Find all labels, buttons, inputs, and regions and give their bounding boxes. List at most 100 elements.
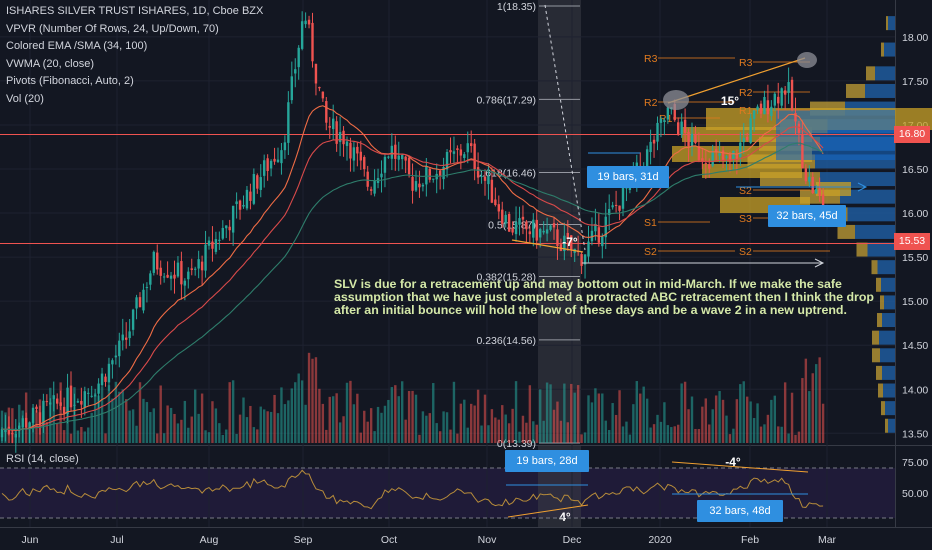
candle-body	[159, 267, 162, 276]
volume-bar	[511, 408, 514, 443]
volume-bar	[231, 380, 235, 443]
annotation-text[interactable]: SLV is due for a retracement up and may …	[334, 277, 875, 317]
volume-bar	[66, 409, 69, 443]
candle-body	[121, 334, 124, 341]
candle-body	[231, 205, 235, 233]
bars-range-box-1[interactable]: 19 bars, 31d	[587, 166, 669, 188]
volume-bar	[539, 389, 542, 443]
candle-body	[611, 205, 614, 208]
vpvr-row	[879, 330, 895, 345]
legend-volume[interactable]: Vol (20)	[6, 92, 44, 105]
volume-bar	[532, 421, 535, 443]
vwma-line	[1, 105, 824, 431]
legend-vwma[interactable]: VWMA (20, close)	[6, 57, 95, 70]
volume-bar	[483, 394, 487, 443]
volume-bar	[24, 392, 28, 443]
bars-range-box-3[interactable]: 19 bars, 28d	[505, 450, 589, 472]
candle-body	[494, 199, 497, 205]
volume-bar	[449, 429, 452, 443]
x-tick-label: Oct	[381, 534, 397, 546]
candle-body	[287, 102, 290, 143]
candle-body	[35, 406, 38, 410]
volume-bar	[425, 415, 428, 443]
volume-bar	[407, 391, 411, 443]
volume-bar	[93, 393, 97, 443]
volume-bar	[156, 433, 159, 443]
vpvr-row	[888, 16, 895, 31]
candle-body	[425, 166, 428, 185]
volume-bar	[252, 427, 256, 443]
volume-bar	[749, 401, 752, 443]
rsi-legend[interactable]: RSI (14, close)	[6, 453, 79, 465]
volume-bar	[701, 406, 704, 443]
candle-body	[721, 150, 725, 161]
candle-body	[490, 179, 494, 203]
candle-body	[525, 221, 528, 230]
vpvr-row	[888, 418, 895, 433]
volume-bar	[83, 431, 86, 443]
legend-pivots[interactable]: Pivots (Fibonacci, Auto, 2)	[6, 75, 134, 87]
volume-bar	[131, 409, 135, 443]
volume-bar	[659, 421, 663, 443]
candle-body	[45, 401, 49, 403]
candle-body	[597, 227, 601, 243]
volume-bar	[125, 399, 128, 443]
candle-body	[445, 151, 449, 170]
candle-body	[242, 204, 245, 207]
volume-bar	[714, 395, 718, 443]
volume-bar	[459, 403, 463, 443]
volume-bar	[739, 384, 742, 443]
candle-body	[356, 146, 359, 154]
y-tick-label: 15.00	[902, 296, 928, 308]
highlight-ellipse-2	[797, 52, 817, 68]
candle-body	[342, 130, 345, 145]
volume-bar	[708, 424, 711, 443]
volume-bar	[0, 410, 4, 443]
volume-bar	[704, 398, 707, 443]
pivot-label: S3	[739, 213, 752, 225]
candle-body	[725, 156, 728, 158]
candle-body	[169, 275, 173, 279]
candle-body	[228, 226, 231, 231]
volume-bar	[421, 411, 425, 443]
volume-bar	[770, 399, 773, 443]
vpvr-row-up	[866, 66, 875, 81]
volume-bar	[801, 378, 804, 443]
bars-range-box-2[interactable]: 32 bars, 45d	[768, 205, 846, 227]
candle-body	[135, 297, 138, 309]
volume-bar	[294, 382, 297, 443]
candle-body	[673, 104, 676, 121]
candle-body	[549, 225, 552, 230]
volume-bar	[501, 405, 504, 443]
sma-line	[1, 142, 824, 431]
candle-body	[194, 268, 197, 270]
pivot-label: S2	[739, 185, 752, 197]
volume-bar	[687, 409, 690, 443]
legend-ema-sma[interactable]: Colored EMA /SMA (34, 100)	[6, 40, 148, 52]
candle-body	[528, 231, 532, 235]
volume-bar	[266, 411, 269, 443]
legend-vpvr[interactable]: VPVR (Number Of Rows, 24, Up/Down, 70)	[6, 22, 219, 35]
vpvr-row-up	[886, 16, 888, 31]
volume-bar	[356, 393, 359, 443]
volume-bar	[318, 388, 321, 443]
volume-bar	[752, 418, 756, 443]
volume-bar	[614, 414, 618, 443]
rsi-y-tick-label: 75.00	[902, 457, 928, 469]
bars-range-box-4[interactable]: 32 bars, 48d	[697, 500, 783, 522]
candle-body	[701, 158, 704, 161]
candle-body	[52, 395, 55, 400]
volume-bar	[4, 412, 7, 443]
legend-symbol[interactable]: ISHARES SILVER TRUST ISHARES, 1D, Cboe B…	[6, 5, 264, 17]
x-tick-label: Jun	[22, 534, 39, 546]
candle-body	[532, 219, 535, 238]
volume-bar	[328, 396, 331, 443]
volume-bar	[183, 400, 187, 443]
candle-body	[373, 180, 376, 194]
candle-body	[66, 387, 69, 414]
price-tag-current: 16.80	[894, 126, 930, 143]
candle-body	[752, 110, 756, 119]
candle-body	[714, 149, 718, 153]
